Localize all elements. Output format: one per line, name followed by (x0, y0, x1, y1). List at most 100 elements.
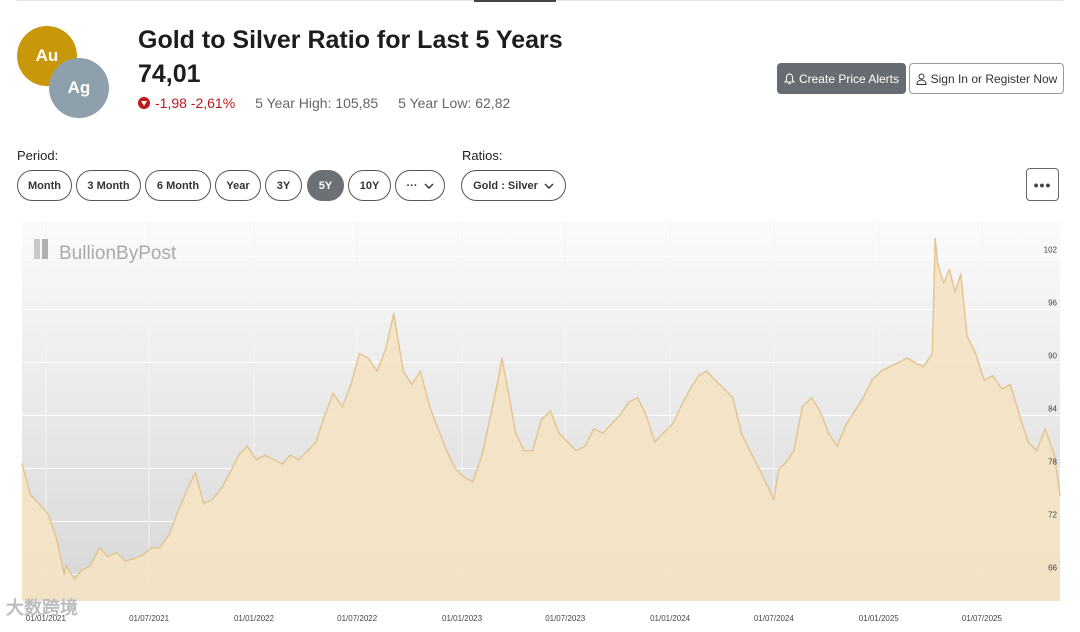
data-point (954, 290, 956, 293)
data-point (778, 467, 780, 470)
data-point (723, 388, 726, 390)
period-month-label: Month (28, 179, 61, 192)
data-point (168, 533, 170, 536)
data-point (142, 554, 144, 556)
data-point (115, 551, 118, 554)
data-point (185, 489, 188, 492)
data-point (523, 450, 525, 452)
more-options-button[interactable]: ••• (1026, 168, 1059, 201)
data-point (602, 432, 604, 434)
data-point (29, 494, 32, 496)
sign-in-button[interactable]: Sign In or Register Now (909, 63, 1064, 94)
data-point (653, 441, 656, 443)
logo-bar-icon (42, 239, 48, 259)
data-point (220, 487, 223, 489)
ratio-select[interactable]: Gold : Silver (461, 170, 566, 201)
data-point (636, 396, 639, 399)
period-year-button[interactable]: Year (215, 170, 261, 201)
data-point (306, 450, 309, 452)
data-point (514, 432, 517, 434)
y-tick-label: 96 (1048, 298, 1057, 307)
x-tick-label: 01/01/2022 (234, 614, 275, 623)
data-point (281, 463, 284, 465)
period-10y-button[interactable]: 10Y (348, 170, 391, 201)
data-point (697, 374, 700, 377)
data-point (592, 427, 595, 430)
period-more-dropdown[interactable]: ··· (395, 170, 445, 201)
data-point (81, 569, 83, 571)
data-point (549, 410, 552, 412)
data-point (159, 547, 161, 549)
data-point (836, 445, 838, 448)
data-point (766, 485, 769, 487)
data-point (98, 547, 101, 549)
price-change: -1,98 -2,61% (155, 95, 236, 111)
data-point (810, 396, 813, 399)
five-year-high: 5 Year High: 105,85 (255, 95, 379, 111)
data-point (89, 564, 92, 567)
data-point (966, 335, 968, 337)
data-point (880, 370, 882, 372)
data-point (463, 476, 466, 479)
data-point (758, 467, 760, 470)
series-area (22, 238, 1060, 601)
data-point (73, 578, 76, 580)
data-point (575, 450, 577, 452)
period-3-month-button[interactable]: 3 Month (76, 170, 141, 201)
create-price-alerts-button[interactable]: Create Price Alerts (777, 63, 906, 94)
data-point (906, 357, 908, 359)
data-point (773, 498, 775, 501)
data-point (960, 273, 962, 275)
x-tick-label: 01/07/2021 (129, 614, 170, 623)
current-ratio: 74,01 (138, 60, 201, 88)
data-point (203, 503, 205, 505)
data-point (350, 383, 352, 386)
data-point (501, 357, 503, 359)
period-6-month-label: 6 Month (156, 179, 200, 192)
data-point (1027, 441, 1029, 443)
x-tick-label: 01/07/2022 (337, 614, 378, 623)
data-point (819, 410, 821, 412)
data-point (211, 498, 214, 501)
period-3y-button[interactable]: 3Y (265, 170, 302, 201)
data-point (854, 410, 856, 412)
period-5y-button[interactable]: 5Y (307, 170, 344, 201)
five-year-low: 5 Year Low: 62,82 (398, 95, 511, 111)
page-title: Gold to Silver Ratio for Last 5 Years (138, 26, 563, 54)
ratios-label: Ratios: (462, 148, 503, 163)
period-6-month-button[interactable]: 6 Month (145, 170, 211, 201)
gold-coin-label: Au (35, 46, 59, 65)
data-point (56, 538, 58, 540)
data-point (376, 370, 378, 372)
x-tick-label: 01/01/2021 (26, 614, 67, 623)
logo-bar-icon (34, 239, 40, 259)
ratio-chart: BullionByPost 66 72 78 84 90 96 102 01/01/2021… (0, 221, 1080, 632)
data-point (671, 423, 674, 426)
period-month-button[interactable]: Month (17, 170, 72, 201)
data-point (619, 414, 621, 417)
data-point (974, 352, 977, 355)
data-point (558, 432, 560, 434)
data-point (65, 564, 67, 567)
data-point (124, 560, 126, 562)
x-tick-label: 01/01/2023 (442, 614, 483, 623)
data-point (358, 352, 361, 355)
data-point (689, 388, 691, 390)
data-point (584, 445, 586, 448)
y-tick-label: 72 (1048, 510, 1057, 519)
data-point (1001, 388, 1003, 390)
data-point (472, 480, 474, 483)
data-point (454, 467, 457, 470)
data-point (428, 405, 431, 408)
data-point (497, 379, 499, 381)
data-point (793, 450, 795, 452)
x-tick-label: 01/01/2025 (859, 614, 900, 623)
period-more-label: ··· (406, 179, 418, 192)
data-point (801, 405, 804, 408)
data-point (297, 458, 300, 461)
x-tick-label: 01/07/2024 (754, 614, 795, 623)
data-point (246, 445, 248, 448)
bell-icon (783, 72, 795, 84)
data-point (991, 374, 994, 377)
down-arrow-icon (138, 97, 150, 109)
